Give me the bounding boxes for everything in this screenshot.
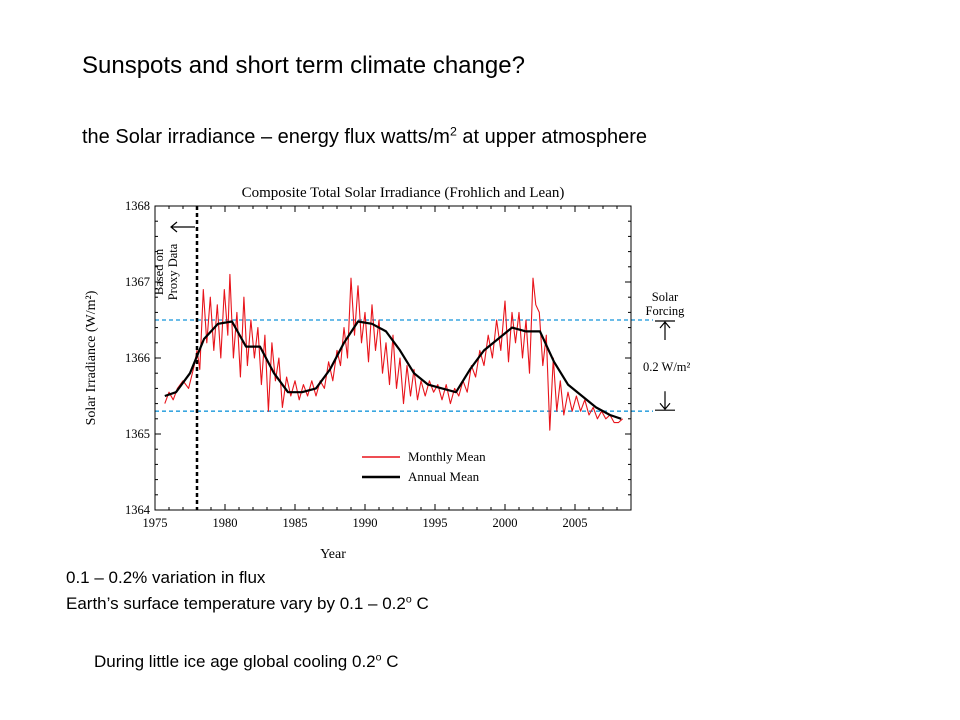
slide-title: Sunspots and short term climate change? [82,52,525,79]
x-tick-label: 1980 [213,516,238,530]
forcing-amount-label: 0.2 W/m² [643,360,691,374]
temperature-note-rest: C [411,594,429,613]
plot-frame [154,205,632,511]
x-axis-label: Year [320,547,346,562]
little-ice-age-note: During little ice age global cooling 0.2… [94,652,398,672]
x-tick-label: 1995 [423,516,448,530]
solar-forcing-label-line2: Forcing [646,304,686,318]
subtitle-rest: at upper atmosphere [456,126,647,148]
x-tick-label: 2005 [563,516,588,530]
little-ice-age-note-rest: C [381,652,399,671]
y-tick-label: 1368 [125,199,150,213]
y-axis-label: Solar Irradiance (W/m²) [84,290,99,425]
slide-subtitle: the Solar irradiance – energy flux watts… [82,124,647,149]
arrow-down-icon [655,391,675,411]
x-tick-label: 1975 [143,516,168,530]
solar-forcing-dashed-lines [155,319,653,413]
y-tick-label: 1366 [125,351,150,365]
proxy-annotation: Based on Proxy Data [152,221,195,300]
degree-superscript: o [375,651,382,664]
subtitle-superscript: 2 [449,124,457,139]
series-annual-mean [164,320,622,420]
x-tick-label: 2000 [493,516,518,530]
chart-series-layer [164,273,623,431]
temperature-note: Earth’s surface temperature vary by 0.1 … [66,594,429,614]
legend-label-monthly: Monthly Mean [408,449,486,464]
y-tick-label: 1365 [125,427,150,441]
chart-title: Composite Total Solar Irradiance (Frohli… [242,185,565,201]
y-tick-label: 1364 [125,503,151,517]
temperature-note-main: Earth’s surface temperature vary by 0.1 … [66,594,406,613]
chart-legend: Monthly Mean Annual Mean [362,449,486,484]
x-tick-label: 1985 [283,516,308,530]
legend-label-annual: Annual Mean [408,469,480,484]
solar-forcing-annotation: Solar Forcing 0.2 W/m² [643,290,691,411]
proxy-label-line2: Proxy Data [166,243,180,300]
degree-superscript: o [405,593,412,606]
subtitle-main: the Solar irradiance – energy flux watts… [82,126,450,148]
y-tick-label: 1367 [125,275,150,289]
proxy-arrow-icon [170,221,195,233]
arrow-up-icon [655,320,675,340]
proxy-label-line1: Based on [152,248,166,295]
solar-forcing-label-line1: Solar [652,290,679,304]
little-ice-age-note-main: During little ice age global cooling 0.2 [94,652,376,671]
variation-note: 0.1 – 0.2% variation in flux [66,568,266,587]
x-tick-label: 1990 [353,516,378,530]
series-monthly-mean [164,273,623,431]
